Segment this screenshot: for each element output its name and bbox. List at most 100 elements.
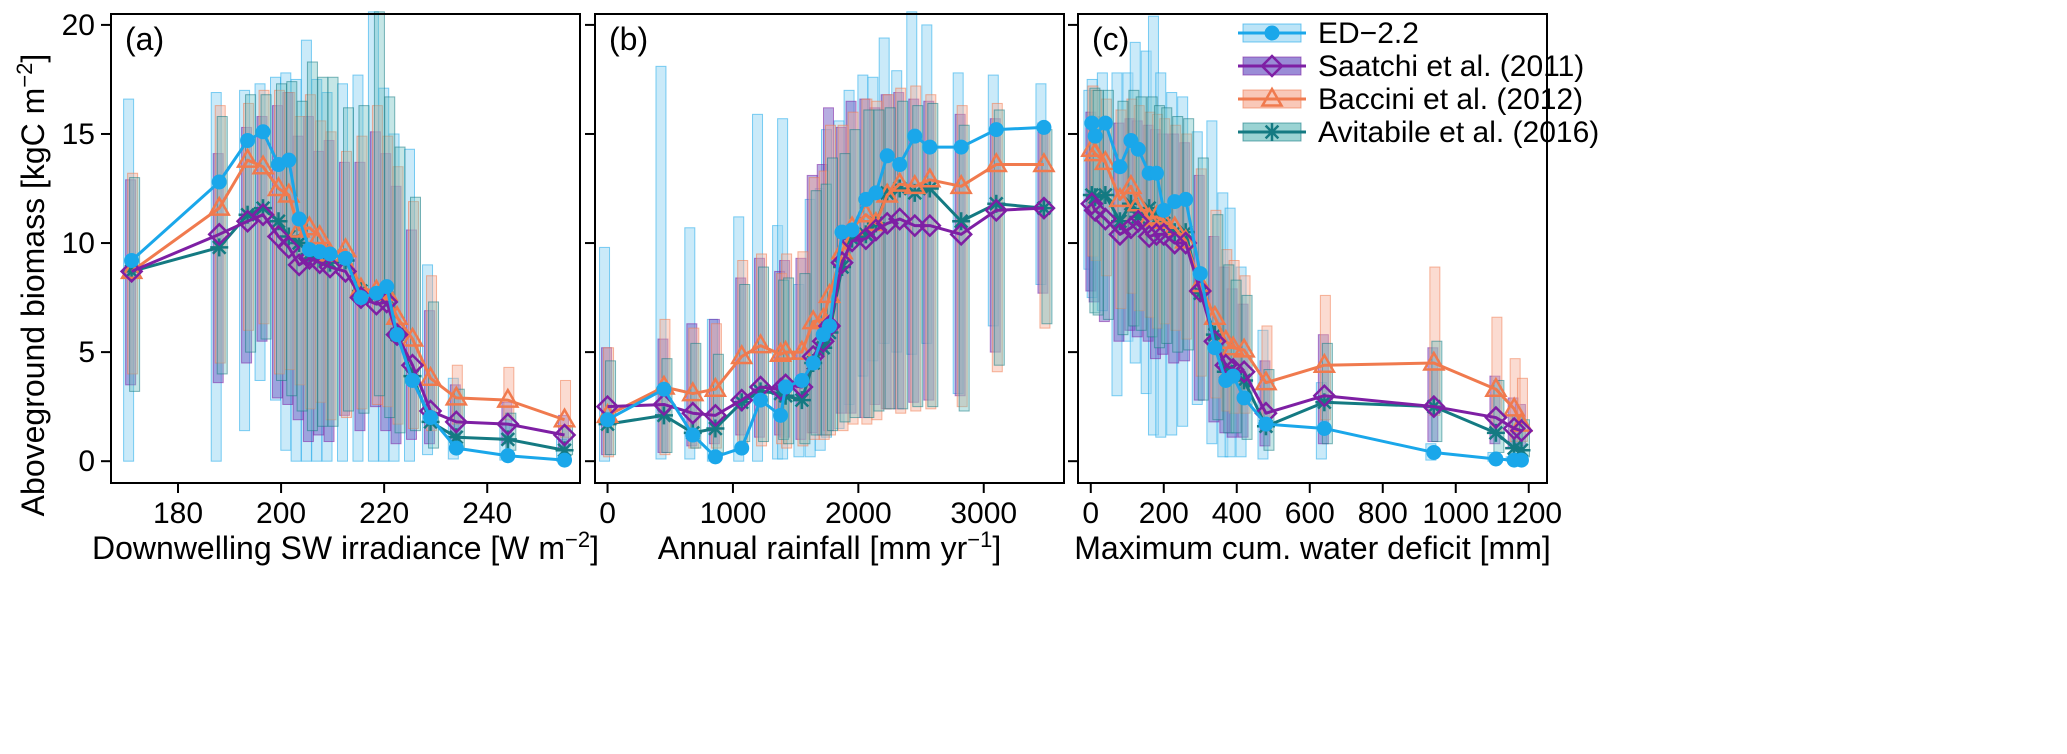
panel-c-point-s0-10 <box>1178 191 1194 207</box>
panel-c-point-s0-18 <box>1426 444 1442 460</box>
panel-c-point-s0-0 <box>1084 115 1100 131</box>
panel-b-point-s0-13 <box>844 222 860 238</box>
panel-b-point-s2-22 <box>1032 152 1056 173</box>
panel-a-point-s1-2 <box>235 209 260 234</box>
legend-marker-2 <box>1260 86 1284 107</box>
panel-a-point-s2-18 <box>496 387 520 408</box>
panel-c-point-s0-14 <box>1225 368 1241 384</box>
panel-b-point-s0-4 <box>734 440 750 456</box>
panel-c-point-s1-21 <box>1509 418 1534 443</box>
panel-a-point-s2-7 <box>297 215 322 236</box>
panel-b-point-s0-17 <box>892 157 908 173</box>
panel-a-point-s1-17 <box>444 410 469 434</box>
panel-b-point-s0-21 <box>988 122 1004 138</box>
legend-label-0: ED−2.2 <box>1318 17 1419 50</box>
panel-c-point-s2-18 <box>1422 350 1446 371</box>
y-tick-label-2: 10 <box>62 227 95 260</box>
panel-b-point-s1-16 <box>875 211 899 236</box>
panel-b-point-s3-3 <box>706 419 725 438</box>
panel-a-point-s0-10 <box>338 250 353 266</box>
panel-a-point-s1-5 <box>277 235 301 260</box>
panel-c-range-bar-s3-18 <box>1431 340 1443 443</box>
panel-b-point-s1-22 <box>1032 196 1056 220</box>
panel-b-point-s0-3 <box>707 449 723 465</box>
panel-b-point-s3-20 <box>952 212 971 231</box>
panel-a-label: (a) <box>125 21 164 57</box>
panel-c-point-s3-19 <box>1486 423 1505 442</box>
panel-b-x-tick-label-2: 2000 <box>825 497 892 530</box>
panel-b-range-bar-s1-21 <box>989 118 1001 353</box>
panel-b-point-s0-18 <box>907 128 923 144</box>
panel-b-range-bar-s3-3 <box>712 353 724 453</box>
panel-c-point-s1-9 <box>1162 231 1187 255</box>
panel-c-point-s0-19 <box>1488 451 1504 467</box>
panel-b-point-s0-22 <box>1036 119 1052 135</box>
panel-c-point-s0-5 <box>1130 141 1146 157</box>
panel-c-range-bar-s2-12 <box>1210 209 1222 399</box>
panel-a-x-axis-title: Downwelling SW irradiance [W m−2] <box>92 527 599 566</box>
panel-a-range-bar-s3-0 <box>129 177 141 392</box>
legend-entry-1: Saatchi et al. (2011) <box>1238 50 1584 83</box>
panel-c-point-s0-2 <box>1097 115 1113 131</box>
panel-a-range-bar-s1-0 <box>125 179 137 386</box>
panel-b-point-s0-15 <box>868 185 884 201</box>
panel-a-point-s1-0 <box>119 259 144 284</box>
panel-a-point-s0-11 <box>353 290 369 306</box>
panel-c-point-s1-8 <box>1152 222 1176 247</box>
panel-c-point-s2-19 <box>1484 376 1508 397</box>
legend-entry-2: Baccini et al. (2012) <box>1238 83 1583 116</box>
panel-b-x-tick-label-1: 1000 <box>700 497 767 530</box>
panel-c-point-s3-2 <box>1096 186 1115 205</box>
panel-c-point-s1-5 <box>1126 209 1150 234</box>
panel-c-point-s1-20 <box>1502 416 1526 441</box>
panel-a-point-s2-8 <box>308 223 332 245</box>
panel-b-frame <box>594 13 1065 484</box>
panel-b-range-bar-s3-16 <box>884 107 896 410</box>
panel-c-x-tick-label-0: 0 <box>1082 497 1099 530</box>
panel-a-range-bar-s3-14 <box>394 146 406 434</box>
panel-b-range-bar-s2-15 <box>871 100 883 421</box>
panel-b-range-bar-s2-19 <box>925 94 937 410</box>
panel-a-x-tick-label-0: 180 <box>153 497 203 530</box>
panel-a-point-s1-10 <box>333 259 358 284</box>
legend-label-3: Avitabile et al. (2016) <box>1318 116 1599 149</box>
panel-a-point-s0-6 <box>291 211 307 227</box>
panel-c-point-s1-15 <box>1232 359 1256 384</box>
panel-c-point-s2-15 <box>1232 337 1256 358</box>
panel-b-point-s0-1 <box>656 381 672 397</box>
panel-c-point-s0-7 <box>1148 165 1164 181</box>
panel-b-point-s1-17 <box>887 207 912 231</box>
panel-c-point-s1-19 <box>1484 405 1508 430</box>
panel-b-point-s0-19 <box>922 139 938 155</box>
panel-b-point-s1-2 <box>681 401 705 425</box>
panel-a-point-s0-9 <box>322 246 338 262</box>
series-layer <box>119 115 1534 468</box>
panel-b-point-s1-21 <box>984 198 1009 223</box>
panel-b-point-s1-4 <box>729 388 754 412</box>
panel-a-point-s1-12 <box>364 292 389 316</box>
panel-a-range-bar-s1-2 <box>241 126 253 364</box>
panel-c-point-s2-14 <box>1221 335 1245 356</box>
panel-a-point-s0-19 <box>557 452 573 468</box>
panel-c-x-tick-label-6: 1200 <box>1495 497 1562 530</box>
panel-c-point-s0-21 <box>1513 452 1529 468</box>
panel-a-point-s1-19 <box>552 423 577 447</box>
panel-b-range-bar-s2-20 <box>956 105 968 408</box>
panel-c-point-s2-2 <box>1093 149 1118 171</box>
panel-b-point-s0-9 <box>805 355 821 371</box>
panel-a-point-s2-15 <box>400 326 425 347</box>
panel-b-range-bar-s2-10 <box>818 170 830 440</box>
panel-c-range-bar-s3-12 <box>1212 214 1224 421</box>
panel-a-point-s2-2 <box>235 147 260 168</box>
panel-a-point-s2-4 <box>266 176 291 197</box>
panel-b-range-bar-s3-17 <box>897 100 909 410</box>
panel-a-point-s1-6 <box>287 253 311 277</box>
panel-a-point-s1-3 <box>251 202 275 227</box>
panel-c-x-tick-label-1: 200 <box>1139 497 1189 530</box>
panel-b-point-s0-11 <box>822 318 837 334</box>
panel-a-range-bar-s3-11 <box>358 105 370 414</box>
panel-a-point-s0-13 <box>379 279 395 295</box>
panel-c-x-tick-label-5: 1000 <box>1422 497 1489 530</box>
